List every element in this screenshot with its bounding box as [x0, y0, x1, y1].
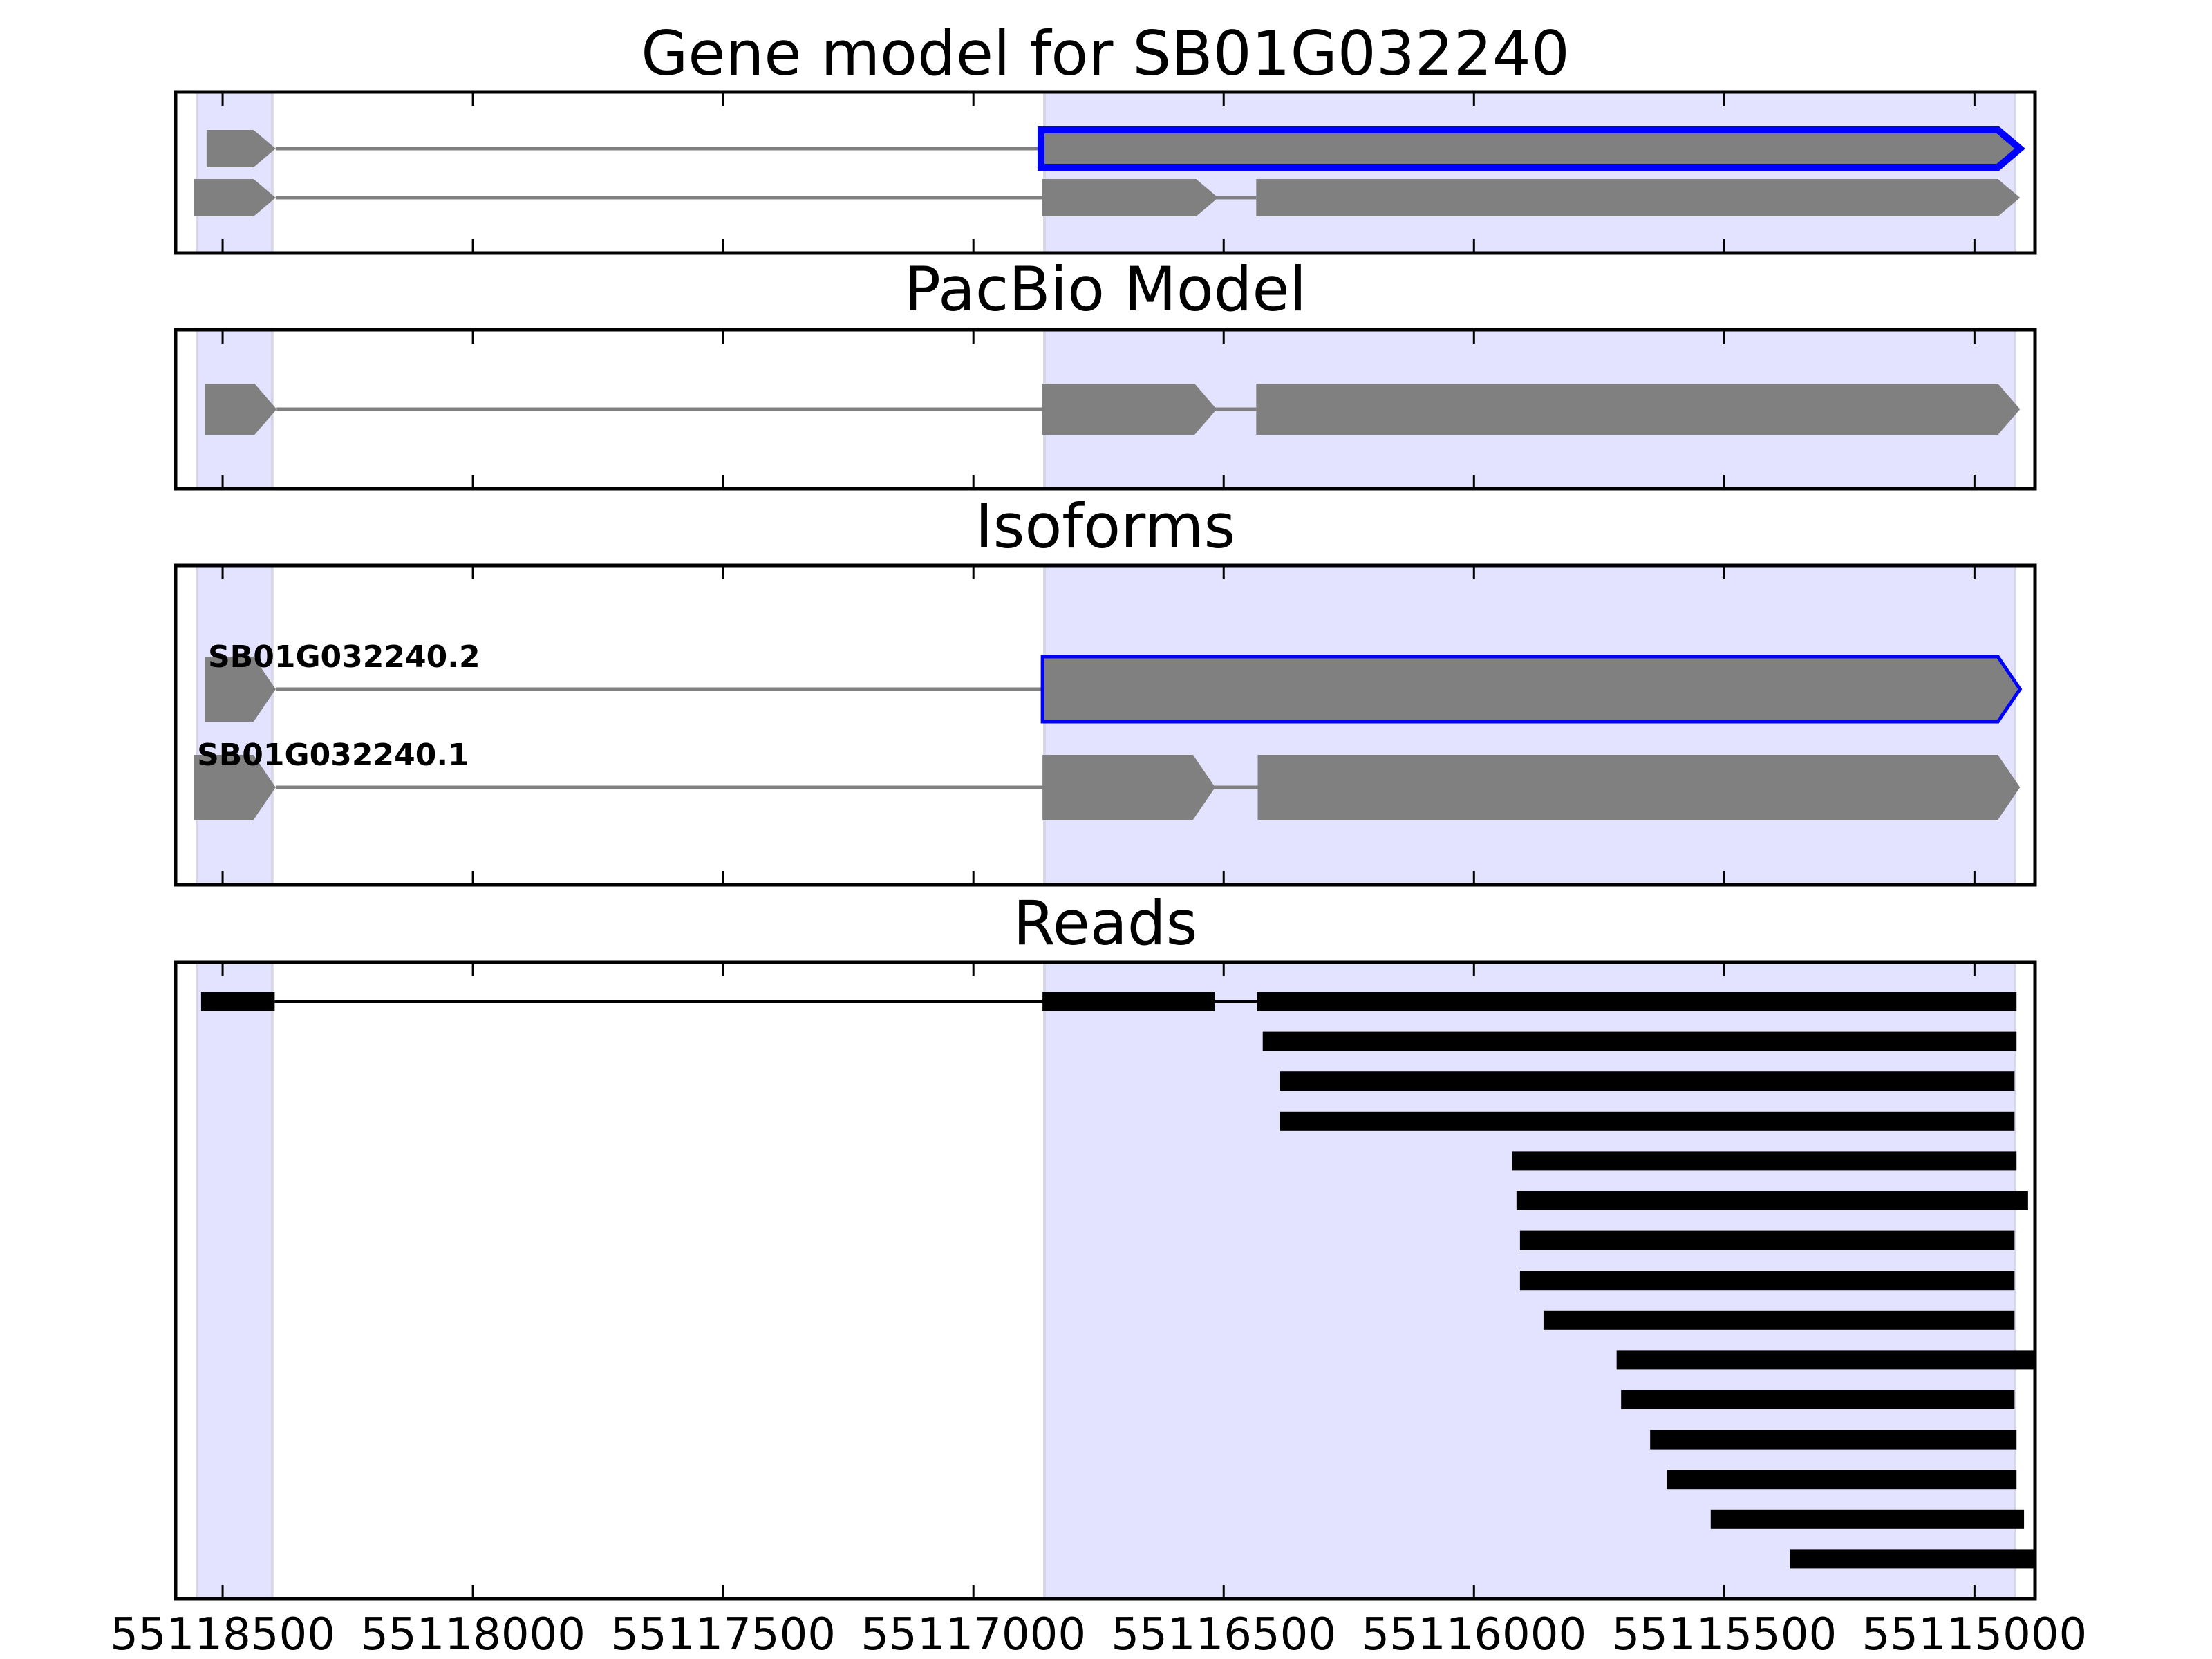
x-tick-label: 55115000 — [1862, 1609, 2088, 1659]
shaded-region — [1043, 565, 2017, 885]
read — [1280, 1111, 2015, 1131]
exon — [204, 384, 277, 435]
read — [200, 992, 2017, 1011]
transcript — [194, 755, 2021, 820]
plot-area — [194, 92, 2026, 253]
axes-frame — [174, 960, 2037, 1601]
highlighted-exon — [1037, 126, 2026, 171]
read — [1519, 1271, 2015, 1291]
read — [1650, 1430, 2017, 1450]
transcript — [204, 655, 2023, 724]
exon — [194, 755, 276, 820]
plot-area — [196, 962, 2035, 1599]
exon — [206, 130, 276, 167]
exon — [1256, 179, 2021, 216]
read — [1262, 1031, 2017, 1051]
transcript — [204, 384, 2021, 435]
read-segment — [1616, 1350, 2035, 1370]
read-segment — [1280, 1071, 2015, 1091]
read-segment — [1710, 1509, 2025, 1529]
read-segment — [1512, 1151, 2017, 1171]
read-segment — [1280, 1111, 2015, 1131]
exon — [1042, 755, 1215, 820]
isoform-label: SB01G032240.1 — [197, 738, 469, 773]
exon — [1256, 384, 2021, 435]
read — [1543, 1310, 2015, 1330]
shaded-region — [196, 565, 274, 885]
x-tick-label: 55118500 — [110, 1609, 335, 1659]
axes-frame — [174, 328, 2037, 491]
plot-area — [194, 565, 2023, 885]
panel-reads: Reads 55118500 55118000 55117500 55117000 551… — [110, 888, 2087, 1659]
read — [1280, 1071, 2015, 1091]
axes-frame — [174, 90, 2037, 255]
read — [1710, 1509, 2025, 1529]
axes-frame — [174, 563, 2037, 887]
x-tick-label: 55118000 — [360, 1609, 585, 1659]
read-segment — [1790, 1549, 2035, 1569]
shaded-region — [196, 92, 274, 253]
panel-pacbio-model: PacBio Model — [174, 254, 2037, 491]
transcript — [194, 179, 2021, 216]
read-segment — [1042, 992, 1215, 1011]
read — [1616, 1350, 2035, 1370]
plot-area — [196, 330, 2021, 489]
exon — [1042, 179, 1219, 216]
shaded-region — [1043, 92, 2017, 253]
panel-title: PacBio Model — [904, 254, 1306, 325]
read-segment — [200, 992, 275, 1011]
x-tick-label: 55116500 — [1111, 1609, 1336, 1659]
x-tick-label: 55117000 — [861, 1609, 1086, 1659]
read — [1790, 1549, 2035, 1569]
read — [1667, 1470, 2017, 1490]
exon — [1042, 384, 1217, 435]
read — [1519, 1230, 2015, 1250]
read-segment — [1667, 1470, 2017, 1490]
panel-title: Reads — [1013, 888, 1198, 959]
x-tick-label: 55115500 — [1611, 1609, 1837, 1659]
shaded-region — [196, 962, 274, 1599]
highlighted-exon — [1040, 655, 2023, 724]
read-segment — [1516, 1191, 2028, 1210]
read-segment — [1519, 1271, 2015, 1291]
read-segment — [1621, 1390, 2015, 1409]
read — [1621, 1390, 2015, 1409]
panel-title: Isoforms — [975, 491, 1236, 562]
read-segment — [1262, 1031, 2017, 1051]
x-tick-label: 55116000 — [1361, 1609, 1586, 1659]
read-segment — [1519, 1230, 2015, 1250]
read — [1516, 1191, 2028, 1210]
x-tick-label: 55117500 — [610, 1609, 836, 1659]
panel-title: Gene model for SB01G032240 — [641, 18, 1570, 89]
read — [1512, 1151, 2017, 1171]
panels: Gene model for SB01G032240 PacBio Model Is… — [110, 18, 2087, 1659]
exon — [1257, 755, 2021, 820]
exon — [204, 657, 276, 722]
read-segment — [1257, 992, 2017, 1011]
exon — [194, 179, 276, 216]
panel-isoforms: Isoforms SB01G032240.2 SB01G032240.1 — [174, 491, 2037, 887]
isoform-label: SB01G032240.2 — [208, 639, 480, 675]
read-segment — [1650, 1430, 2017, 1450]
transcript — [206, 126, 2026, 171]
panel-gene-model: Gene model for SB01G032240 — [174, 18, 2037, 255]
read-segment — [1543, 1310, 2015, 1330]
